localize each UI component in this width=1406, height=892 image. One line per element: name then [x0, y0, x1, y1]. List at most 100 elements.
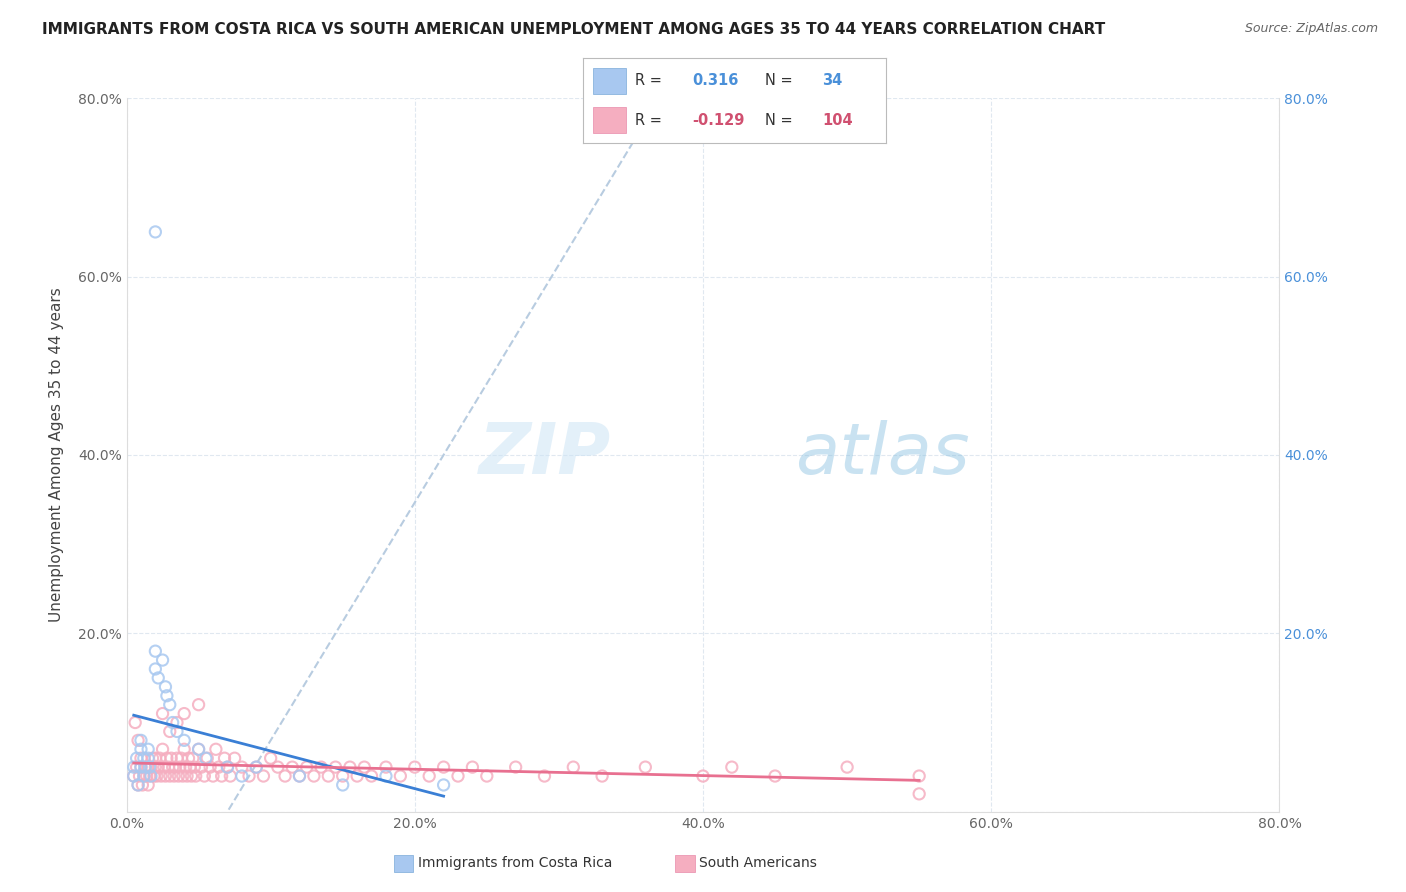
Point — [353, 760, 375, 774]
Point — [231, 769, 253, 783]
Point — [138, 769, 160, 783]
Point — [505, 760, 527, 774]
Point — [198, 760, 221, 774]
Point — [129, 760, 152, 774]
Point — [145, 644, 166, 658]
Point — [533, 769, 555, 783]
Point — [155, 769, 177, 783]
Text: Source: ZipAtlas.com: Source: ZipAtlas.com — [1244, 22, 1378, 36]
Point — [309, 760, 332, 774]
Point — [332, 769, 354, 783]
Point — [162, 760, 184, 774]
Point — [132, 769, 155, 783]
Point — [173, 733, 195, 747]
Point — [148, 760, 170, 774]
Point — [475, 769, 498, 783]
Point — [128, 769, 150, 783]
Point — [281, 760, 304, 774]
Point — [148, 671, 170, 685]
Point — [149, 751, 172, 765]
Point — [219, 769, 242, 783]
Point — [173, 706, 195, 721]
Point — [127, 733, 149, 747]
Point — [389, 769, 412, 783]
Text: 34: 34 — [823, 73, 842, 88]
Point — [238, 769, 260, 783]
Text: ZIP: ZIP — [478, 420, 610, 490]
Point — [194, 751, 217, 765]
Point — [259, 751, 281, 765]
Point — [208, 760, 231, 774]
Text: Immigrants from Costa Rica: Immigrants from Costa Rica — [418, 856, 612, 871]
Point — [211, 769, 233, 783]
Point — [156, 689, 179, 703]
Point — [166, 751, 188, 765]
Point — [129, 760, 152, 774]
Point — [433, 778, 456, 792]
Y-axis label: Unemployment Among Ages 35 to 44 years: Unemployment Among Ages 35 to 44 years — [49, 287, 63, 623]
Point — [139, 769, 162, 783]
Point — [131, 778, 153, 792]
Point — [176, 769, 198, 783]
Point — [166, 715, 188, 730]
Point — [146, 769, 169, 783]
Point — [190, 760, 212, 774]
Point — [433, 760, 456, 774]
Point — [187, 742, 209, 756]
Point — [217, 760, 239, 774]
Point — [374, 760, 398, 774]
Point — [156, 751, 179, 765]
Point — [134, 760, 156, 774]
Point — [122, 769, 145, 783]
Point — [162, 715, 184, 730]
Bar — [592, 68, 626, 94]
Point — [908, 769, 931, 783]
Point — [634, 760, 657, 774]
Point — [195, 751, 218, 765]
Point — [231, 760, 253, 774]
Point — [180, 769, 202, 783]
Point — [374, 769, 398, 783]
Point — [346, 769, 368, 783]
Point — [129, 751, 152, 765]
Point — [167, 769, 190, 783]
Point — [245, 760, 267, 774]
Point — [187, 698, 209, 712]
Point — [318, 769, 340, 783]
Point — [692, 769, 714, 783]
Point — [152, 742, 174, 756]
Point — [145, 225, 166, 239]
Point — [138, 760, 160, 774]
Point — [173, 742, 195, 756]
Point — [163, 769, 186, 783]
Point — [141, 751, 163, 765]
Point — [124, 715, 146, 730]
Point — [129, 742, 152, 756]
Point — [145, 662, 166, 676]
Point — [127, 778, 149, 792]
Point — [136, 778, 159, 792]
Point — [159, 698, 181, 712]
Point — [132, 769, 155, 783]
Point — [127, 778, 149, 792]
Point — [134, 760, 156, 774]
Point — [159, 769, 181, 783]
Point — [142, 769, 165, 783]
Point — [166, 724, 188, 739]
Point — [447, 769, 470, 783]
Point — [184, 769, 207, 783]
Point — [267, 760, 290, 774]
Point — [908, 787, 931, 801]
Point — [136, 760, 159, 774]
Point — [157, 760, 180, 774]
Point — [177, 751, 200, 765]
Point — [165, 760, 187, 774]
Point — [217, 760, 239, 774]
Point — [169, 760, 191, 774]
Point — [461, 760, 484, 774]
Point — [122, 760, 145, 774]
Point — [122, 769, 145, 783]
Point — [332, 778, 354, 792]
Point — [174, 760, 197, 774]
Point — [183, 760, 205, 774]
